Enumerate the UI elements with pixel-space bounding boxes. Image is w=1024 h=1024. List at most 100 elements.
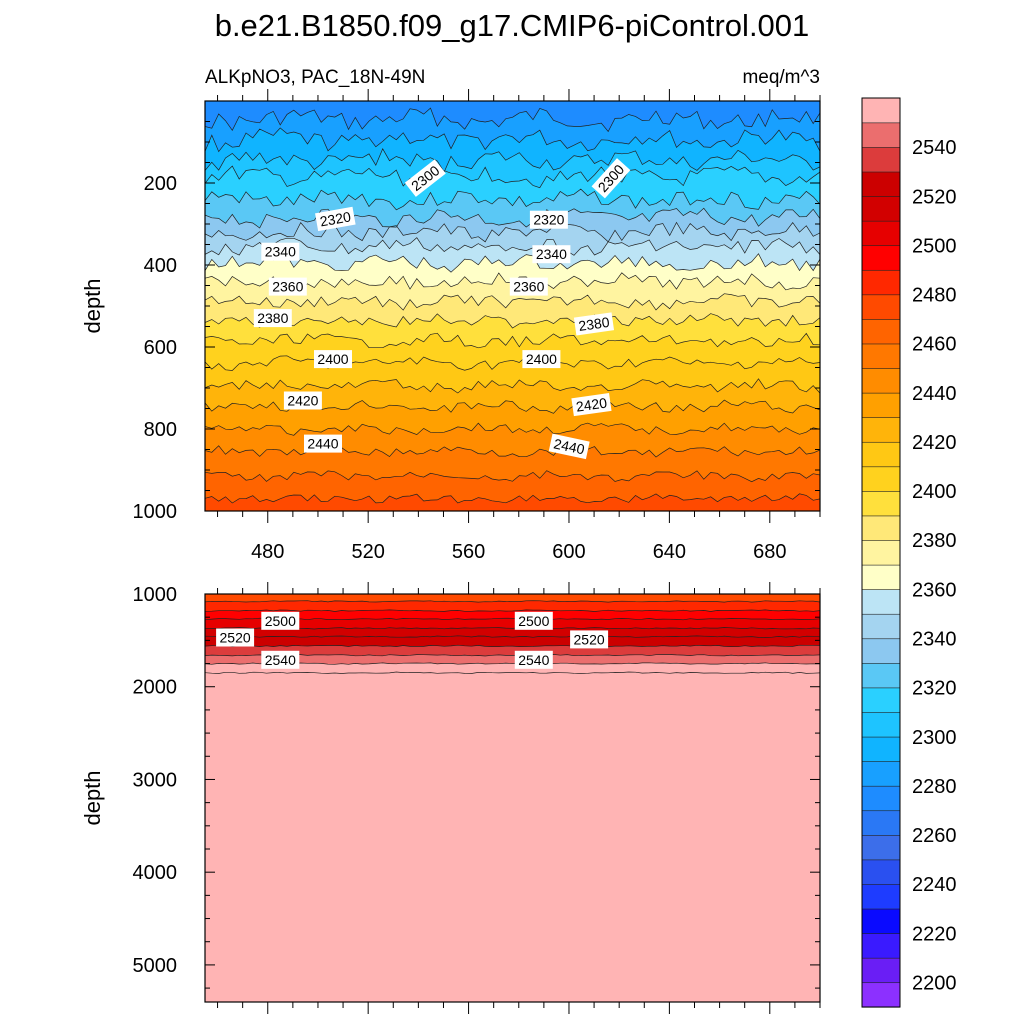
contour-label-bg xyxy=(261,611,300,630)
top-y-axis: 200 400 600 800 1000 xyxy=(133,100,820,523)
colorbar-swatch xyxy=(861,883,901,910)
colorbar-swatch xyxy=(861,859,901,885)
contour-label-bg xyxy=(522,350,561,369)
top-contour-lines xyxy=(205,107,820,504)
bottom-y-axis-label: depth xyxy=(80,770,105,825)
colorbar-swatch xyxy=(861,539,901,566)
bottom-contour-labels: 2500 2500 2520 2520 2540 2540 xyxy=(216,611,609,669)
colorbar-label: 2280 xyxy=(912,776,957,798)
colorbar-label: 2360 xyxy=(912,579,957,601)
top-y-axis-label: depth xyxy=(80,278,105,333)
contour-label-text: 2340 xyxy=(265,244,296,260)
colorbar-label: 2520 xyxy=(912,186,957,208)
contour-label: 2340 xyxy=(261,242,300,261)
contour-line-2460 xyxy=(205,493,820,504)
bottom-contour-fill xyxy=(205,594,820,1002)
contour-label-text: 2440 xyxy=(552,435,586,457)
contour-line-2470 xyxy=(205,600,820,603)
colorbar-label: 2300 xyxy=(912,727,957,749)
colorbar-swatch xyxy=(861,613,901,640)
colorbar-frame xyxy=(861,97,901,1008)
contour-line-2310 xyxy=(205,188,820,211)
colorbar-swatch xyxy=(861,736,901,762)
colorbar-swatch xyxy=(861,392,901,418)
contour-line-2520 xyxy=(205,644,820,648)
contour-line-2300 xyxy=(205,165,820,189)
contour-label-text: 2420 xyxy=(287,393,318,409)
contour-line-2410 xyxy=(205,378,820,394)
contour-label-bg xyxy=(315,206,356,232)
colorbar-label: 2460 xyxy=(912,334,957,356)
colorbar-swatch xyxy=(861,662,901,689)
colorbar-swatch xyxy=(861,490,901,517)
colorbar-swatch xyxy=(861,785,901,812)
contour-label-bg xyxy=(514,611,553,630)
contour-label-text: 2360 xyxy=(272,279,303,295)
contour-line-2270 xyxy=(205,107,820,133)
colorbar-swatch xyxy=(861,417,901,443)
contour-label-bg xyxy=(261,242,300,261)
y-tick-label: 200 xyxy=(144,173,177,195)
contour-line-2280 xyxy=(205,127,820,153)
y-tick-label: 2000 xyxy=(133,677,178,699)
colorbar-swatch xyxy=(861,122,901,148)
contour-line-2510 xyxy=(205,635,820,638)
contour-line-2380 xyxy=(205,313,820,329)
colorbar-label: 2400 xyxy=(912,481,957,503)
contour-label-bg xyxy=(216,628,255,647)
colorbar-swatch xyxy=(861,834,901,861)
colorbar-swatch xyxy=(861,195,901,222)
contour-label: 2440 xyxy=(548,433,590,460)
contour-line-2500 xyxy=(205,627,820,630)
colorbar-swatch xyxy=(861,441,901,468)
bottom-plot-frame xyxy=(204,593,821,1003)
colorbar-label: 2480 xyxy=(912,285,957,307)
contour-label-text: 2320 xyxy=(319,208,353,229)
colorbar-swatch xyxy=(861,146,901,173)
contour-label-bg xyxy=(261,650,300,669)
contour-label-text: 2500 xyxy=(265,613,296,629)
contour-line-2350 xyxy=(205,253,820,273)
contour-label-text: 2400 xyxy=(526,351,557,367)
contour-label-text: 2520 xyxy=(220,630,251,646)
contour-label-text: 2520 xyxy=(574,631,605,647)
colorbar-swatch xyxy=(861,564,901,590)
contour-label-text: 2380 xyxy=(577,314,610,334)
contour-label-text: 2420 xyxy=(575,394,608,414)
colorbar-swatch xyxy=(861,245,901,271)
contour-label: 2340 xyxy=(532,245,571,264)
colorbar-label: 2320 xyxy=(912,678,957,700)
colorbar-swatch xyxy=(861,810,901,836)
colorbar-swatch xyxy=(861,171,901,197)
x-tick-label: 680 xyxy=(753,541,786,563)
colorbar-label: 2220 xyxy=(912,923,957,945)
contour-line-2550 xyxy=(205,671,820,674)
bottom-y-axis: 1000 2000 3000 4000 5000 xyxy=(133,584,820,989)
colorbar-swatch xyxy=(861,761,901,787)
y-tick-label: 800 xyxy=(144,419,177,441)
contour-label: 2400 xyxy=(314,350,352,369)
y-tick-label: 400 xyxy=(144,255,177,277)
colorbar-label: 2260 xyxy=(912,825,957,847)
colorbar-label: 2540 xyxy=(912,137,957,159)
contour-label-text: 2400 xyxy=(317,351,348,367)
contour-label-bg xyxy=(570,630,609,649)
contour-label-bg xyxy=(514,650,553,669)
contour-label: 2320 xyxy=(529,210,568,229)
colorbar-label: 2420 xyxy=(912,432,957,454)
contour-label-bg xyxy=(532,245,571,264)
colorbar-swatch xyxy=(861,367,901,394)
contour-label-text: 2320 xyxy=(533,212,564,228)
colorbar-swatch xyxy=(861,220,901,247)
bottom-x-axis xyxy=(217,582,821,1014)
top-x-axis: 480 520 560 600 640 680 xyxy=(217,89,821,563)
contour-label: 2380 xyxy=(253,309,292,328)
y-tick-label: 1000 xyxy=(133,501,178,523)
contour-label-bg xyxy=(304,434,342,453)
colorbar-swatch xyxy=(861,908,901,934)
colorbar-label: 2240 xyxy=(912,874,957,896)
x-tick-label: 520 xyxy=(351,541,384,563)
contour-label-text: 2500 xyxy=(518,613,549,629)
contour-band xyxy=(205,594,820,603)
contour-line-2540 xyxy=(205,662,820,665)
